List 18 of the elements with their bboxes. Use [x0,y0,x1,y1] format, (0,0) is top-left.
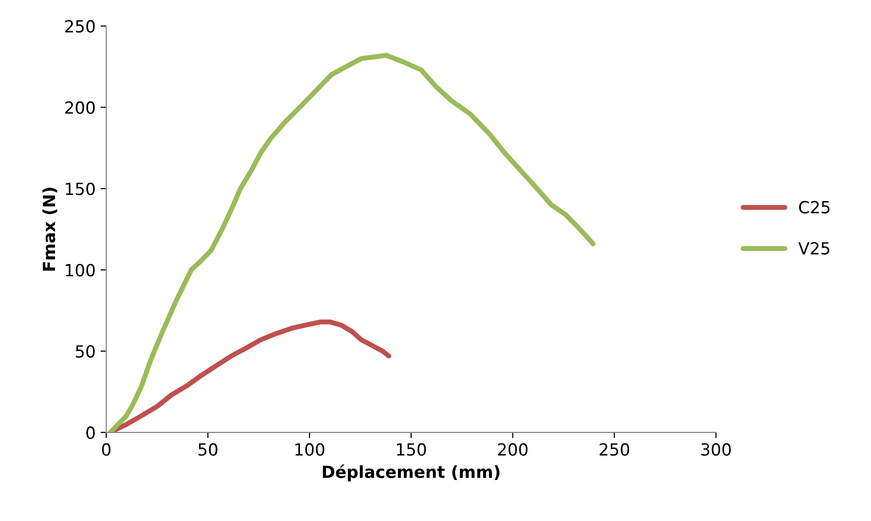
x-tick-label: 150 [397,443,426,456]
x-tick-label: 250 [600,443,630,456]
legend-label: V25 [798,242,830,255]
x-tick-label: 300 [701,443,731,456]
x-tick-label: 100 [295,443,324,456]
y-tick-label: 50 [76,345,95,358]
x-axis-title: Déplacement (mm) [322,464,500,482]
line-series [108,52,596,432]
y-tick-label: 100 [66,264,95,276]
x-tick-label: 0 [102,443,110,456]
y-tick-label: 0 [86,426,95,439]
x-tick-label: 50 [198,443,218,456]
y-axis-title: Fmax (N) [42,188,58,271]
y-tick-label: 200 [65,101,95,114]
x-tick-label: 200 [498,443,528,456]
y-tick-label: 150 [66,182,95,196]
legend-label: C25 [799,200,830,214]
y-tick-label: 250 [65,20,95,33]
